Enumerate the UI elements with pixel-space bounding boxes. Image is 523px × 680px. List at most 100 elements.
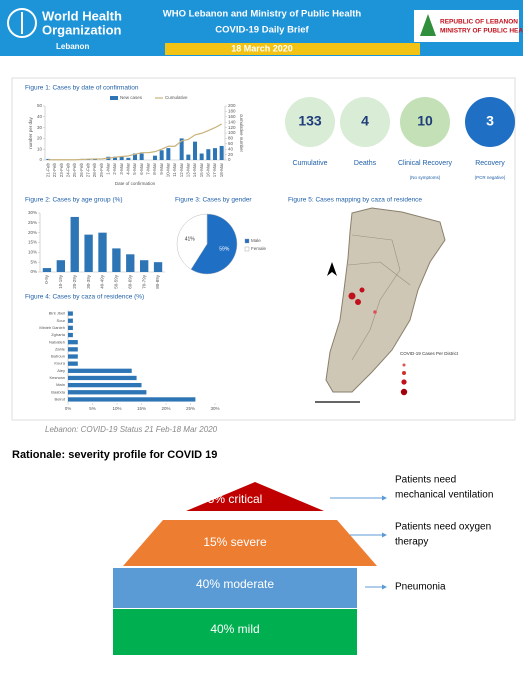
- y-tick-label: Batroun: [51, 354, 65, 359]
- y-tick-label: 30%: [28, 210, 37, 215]
- y-tick-label: Kesrwan: [49, 375, 65, 380]
- stat-value: 10: [417, 113, 433, 129]
- x-tick-label: 25-Feb: [72, 163, 77, 178]
- bar: [84, 234, 93, 272]
- header-title: WHO Lebanon and Ministry of Public Healt…: [163, 9, 362, 20]
- legend-label: Female: [251, 246, 267, 251]
- severity-note: therapy: [395, 537, 428, 548]
- x-tick-label: 6-Mar: [139, 163, 144, 175]
- x-tick-label: 30-39y: [86, 274, 91, 289]
- x-tick-label: 24-Feb: [66, 163, 71, 178]
- bar: [219, 145, 224, 160]
- bar: [206, 149, 211, 160]
- y-tick-label: 10: [37, 146, 43, 151]
- bar: [68, 340, 78, 345]
- x-tick-label: 60-69y: [127, 274, 132, 289]
- bar: [186, 154, 191, 160]
- figure-title: Figure 1: Cases by date of confirmation: [25, 85, 139, 92]
- legend-dot: [401, 379, 407, 385]
- map-lebanon: [325, 207, 446, 393]
- stat-value: 3: [486, 113, 494, 129]
- severity-level: [113, 609, 357, 655]
- who-name: Organization: [42, 22, 122, 37]
- x-tick-label: 12-Mar: [179, 163, 184, 178]
- y-tick-label: 20%: [28, 230, 37, 235]
- bar: [42, 268, 52, 272]
- header-date: 18 March 2020: [231, 43, 293, 53]
- stat-circle: [340, 97, 390, 147]
- y2-tick-label: 200: [228, 103, 236, 108]
- section-title: Rationale: severity profile for COVID 19: [12, 449, 217, 461]
- x-tick-label: 10%: [112, 406, 121, 411]
- pie-slice: [190, 213, 238, 275]
- y-tick-label: Sour: [57, 318, 66, 323]
- who-emblem: [7, 8, 37, 38]
- x-tick-label: 18-Mar: [219, 163, 224, 178]
- bar: [70, 216, 79, 272]
- pie-slice: [176, 213, 208, 270]
- bar: [126, 254, 135, 272]
- bar: [153, 262, 163, 272]
- x-tick-label: 9-Mar: [159, 163, 164, 175]
- stat-note: (PCR negative): [475, 175, 506, 180]
- x-tick-label: 10-Mar: [166, 163, 171, 178]
- y-tick-label: Zgharta: [51, 332, 66, 337]
- stat-circle: [465, 97, 515, 147]
- bar: [56, 260, 65, 272]
- bar: [119, 156, 124, 160]
- x-tick-label: 7-Mar: [146, 163, 151, 175]
- x-tick-label: 15%: [137, 406, 146, 411]
- x-tick-label: 13-Mar: [186, 163, 191, 178]
- bar: [68, 390, 147, 395]
- x-tick-label: 2-Mar: [112, 163, 117, 175]
- y-tick-label: 50: [37, 103, 43, 108]
- legend-dot: [400, 388, 408, 396]
- y-tick-label: 40: [37, 114, 43, 119]
- severity-label: 15% severe: [203, 535, 267, 549]
- bar: [68, 397, 196, 402]
- x-tick-label: 0%: [65, 406, 72, 411]
- stat-label: Cumulative: [292, 160, 327, 167]
- severity-level: [113, 568, 357, 608]
- y-tick-label: 30: [37, 125, 43, 130]
- x-tick-label: 30%: [210, 406, 219, 411]
- map-dot: [348, 292, 356, 300]
- moph-name: REPUBLIC OF LEBANON: [440, 19, 518, 26]
- x-tick-label: 5%: [89, 406, 96, 411]
- legend-swatch: [244, 238, 250, 244]
- bar: [68, 318, 73, 323]
- bar: [68, 325, 73, 331]
- x-tick-label: 4-Mar: [126, 163, 131, 175]
- bar: [126, 157, 131, 160]
- x-tick-label: 20%: [161, 406, 170, 411]
- severity-label: 40% mild: [210, 622, 259, 636]
- x-tick-label: 5-Mar: [132, 163, 137, 175]
- y-tick-label: 20: [37, 136, 43, 141]
- x-tick-label: 50-59y: [114, 274, 119, 289]
- x-tick-label: 0-9y: [44, 274, 49, 284]
- arrow-head: [382, 584, 387, 590]
- y-tick-label: Bint Jbeil: [49, 311, 65, 316]
- x-tick-label: 17-Mar: [212, 163, 217, 178]
- severity-note: Patients need oxygen: [395, 522, 491, 533]
- legend-swatch: [244, 246, 250, 252]
- x-tick-label: 22-Feb: [52, 163, 57, 178]
- y-tick-label: 5%: [30, 259, 37, 264]
- legend-dot: [402, 363, 406, 367]
- map-boundary: [351, 234, 401, 361]
- pie-label: 59%: [219, 246, 230, 252]
- y2-tick-label: 20: [228, 152, 234, 157]
- y-tick-label: Beirut: [55, 396, 66, 401]
- bar: [98, 232, 107, 272]
- bar: [193, 141, 197, 160]
- y2-tick-label: 40: [228, 146, 234, 151]
- arrow-head: [382, 495, 387, 501]
- y-tick-label: Zahle: [55, 346, 66, 351]
- stat-label: Clinical Recovery: [398, 160, 453, 167]
- x-tick-label: 16-Mar: [206, 163, 211, 178]
- x-tick-label: 80-89y: [155, 274, 160, 289]
- bar: [140, 260, 149, 272]
- legend-label: Cumulative: [165, 95, 188, 100]
- stat-circle: [285, 97, 335, 147]
